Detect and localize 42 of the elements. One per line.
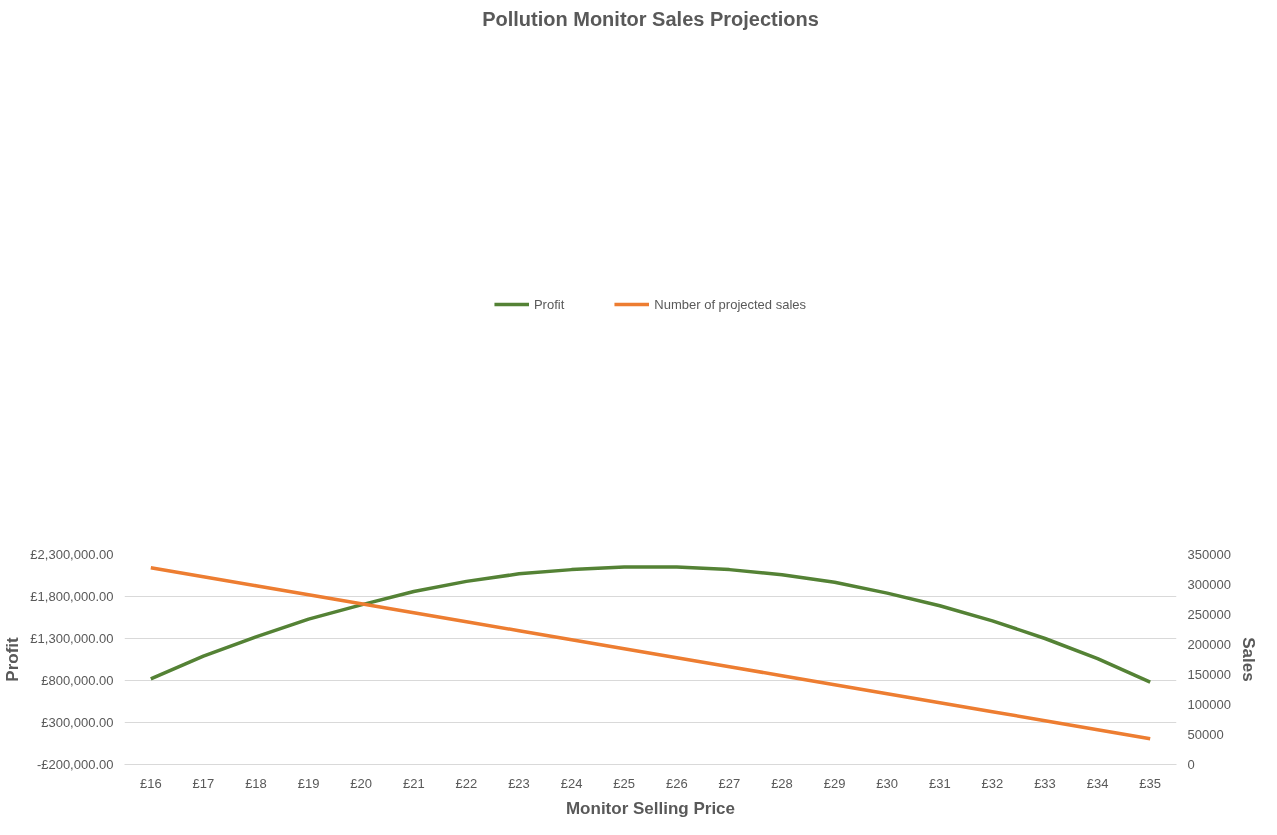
- x-tick-label: £24: [560, 775, 583, 791]
- y2-tick-label: 50000: [1187, 727, 1224, 742]
- x-tick-label: £17: [192, 775, 215, 791]
- x-tick-label: £35: [1139, 775, 1162, 791]
- x-tick-label: £29: [823, 775, 846, 791]
- y2-tick-label: 150000: [1187, 667, 1231, 682]
- y-tick-label: £300,000.00: [41, 715, 114, 730]
- x-tick-label: £21: [402, 775, 425, 791]
- x-tick-label: £31: [928, 775, 951, 791]
- y2-tick-label: 350000: [1187, 547, 1231, 562]
- y-tick-label: £1,800,000.00: [30, 589, 114, 604]
- x-tick-label: £25: [613, 775, 636, 791]
- x-tick-label: £33: [1034, 775, 1056, 791]
- x-tick-label: £34: [1086, 775, 1109, 791]
- legend-label: Profit: [533, 296, 565, 312]
- y2-tick-label: 250000: [1187, 607, 1231, 622]
- y-tick-label: £800,000.00: [41, 673, 114, 688]
- chart-title: Pollution Monitor Sales Projections: [482, 7, 819, 30]
- x-tick-label: £22: [455, 775, 478, 791]
- y2-tick-label: 100000: [1187, 697, 1231, 712]
- y-tick-label: £2,300,000.00: [30, 547, 114, 562]
- y-axis-title: Profit: [3, 636, 23, 682]
- x-tick-label: £16: [139, 775, 162, 791]
- x-tick-label: £26: [665, 775, 688, 791]
- y2-tick-label: 0: [1187, 757, 1195, 772]
- y2-tick-label: 300000: [1187, 577, 1231, 592]
- legend-label: Number of projected sales: [654, 296, 807, 312]
- y2-tick-label: 200000: [1187, 637, 1231, 652]
- x-tick-label: £32: [981, 775, 1004, 791]
- x-tick-label: £19: [297, 775, 320, 791]
- x-tick-label: £30: [876, 775, 899, 791]
- line-series: [149, 565, 1152, 684]
- y-tick-label: £1,300,000.00: [30, 631, 114, 646]
- x-tick-label: £28: [771, 775, 793, 791]
- line-series: [149, 565, 1152, 741]
- x-tick-label: £27: [718, 775, 741, 791]
- x-tick-label: £23: [508, 775, 530, 791]
- y2-axis-title: Sales: [1238, 637, 1258, 682]
- y-tick-label: -£200,000.00: [36, 757, 114, 772]
- x-tick-label: £18: [245, 775, 267, 791]
- x-axis-title: Monitor Selling Price: [565, 798, 736, 818]
- x-tick-label: £20: [350, 775, 373, 791]
